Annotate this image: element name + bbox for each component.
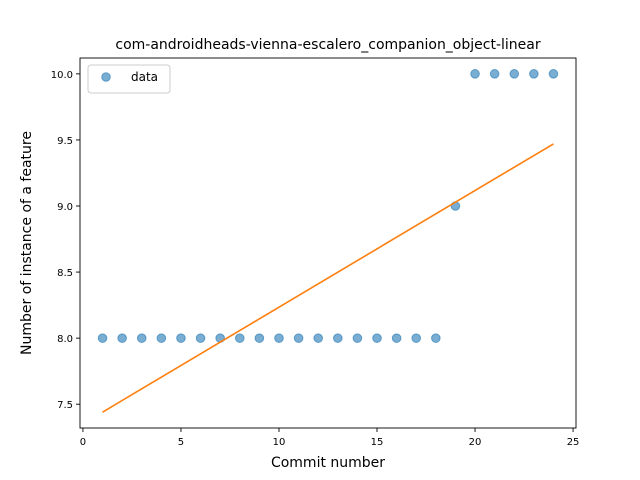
x-tick-label: 0: [80, 437, 86, 448]
legend: data: [87, 64, 171, 94]
y-tick-label: 9.5: [57, 136, 73, 147]
chart-title: com-androidheads-vienna-escalero_compani…: [115, 37, 540, 53]
plot-area: [80, 58, 576, 428]
data-point: [156, 333, 167, 343]
fit-line: [102, 143, 554, 413]
data-point: [117, 333, 127, 343]
legend-label: data: [131, 70, 158, 84]
data-point: [136, 333, 147, 343]
legend-marker: [101, 72, 111, 82]
data-point: [293, 333, 304, 343]
data-point: [529, 69, 539, 79]
y-axis-label: Number of instance of a feature: [19, 131, 35, 355]
data-point: [176, 333, 186, 343]
data-point: [333, 333, 343, 343]
data-point: [431, 333, 441, 343]
axes: 0 5 10 15 20 25 7.5 8.0 8.5 9.0 9.5 10.0: [51, 57, 580, 448]
data-point: [509, 69, 520, 79]
data-point: [411, 333, 422, 343]
data-point: [352, 333, 363, 343]
data-point: [274, 333, 284, 343]
data-point: [313, 333, 323, 343]
data-point: [195, 333, 206, 343]
y-tick-label: 7.5: [57, 400, 73, 411]
data-point: [234, 333, 245, 343]
x-tick-label: 25: [567, 437, 580, 448]
x-tick-label: 20: [469, 437, 482, 448]
data-point: [391, 333, 402, 343]
data-point: [254, 333, 265, 343]
data-point: [470, 69, 480, 79]
x-tick-label: 15: [371, 437, 384, 448]
data-point: [372, 333, 382, 343]
y-tick-label: 9.0: [57, 202, 73, 213]
data-point: [97, 333, 108, 343]
x-tick-label: 10: [273, 437, 286, 448]
x-axis-label: Commit number: [271, 455, 385, 471]
y-tick-label: 10.0: [51, 70, 73, 81]
axes-frame: [79, 57, 577, 429]
data-point: [548, 69, 559, 79]
plot-background: [80, 58, 576, 428]
y-tick-label: 8.5: [57, 268, 73, 279]
legend-box: [87, 64, 171, 94]
y-tick-label: 8.0: [57, 334, 73, 345]
x-tick-label: 5: [178, 437, 184, 448]
data-point: [489, 69, 500, 79]
